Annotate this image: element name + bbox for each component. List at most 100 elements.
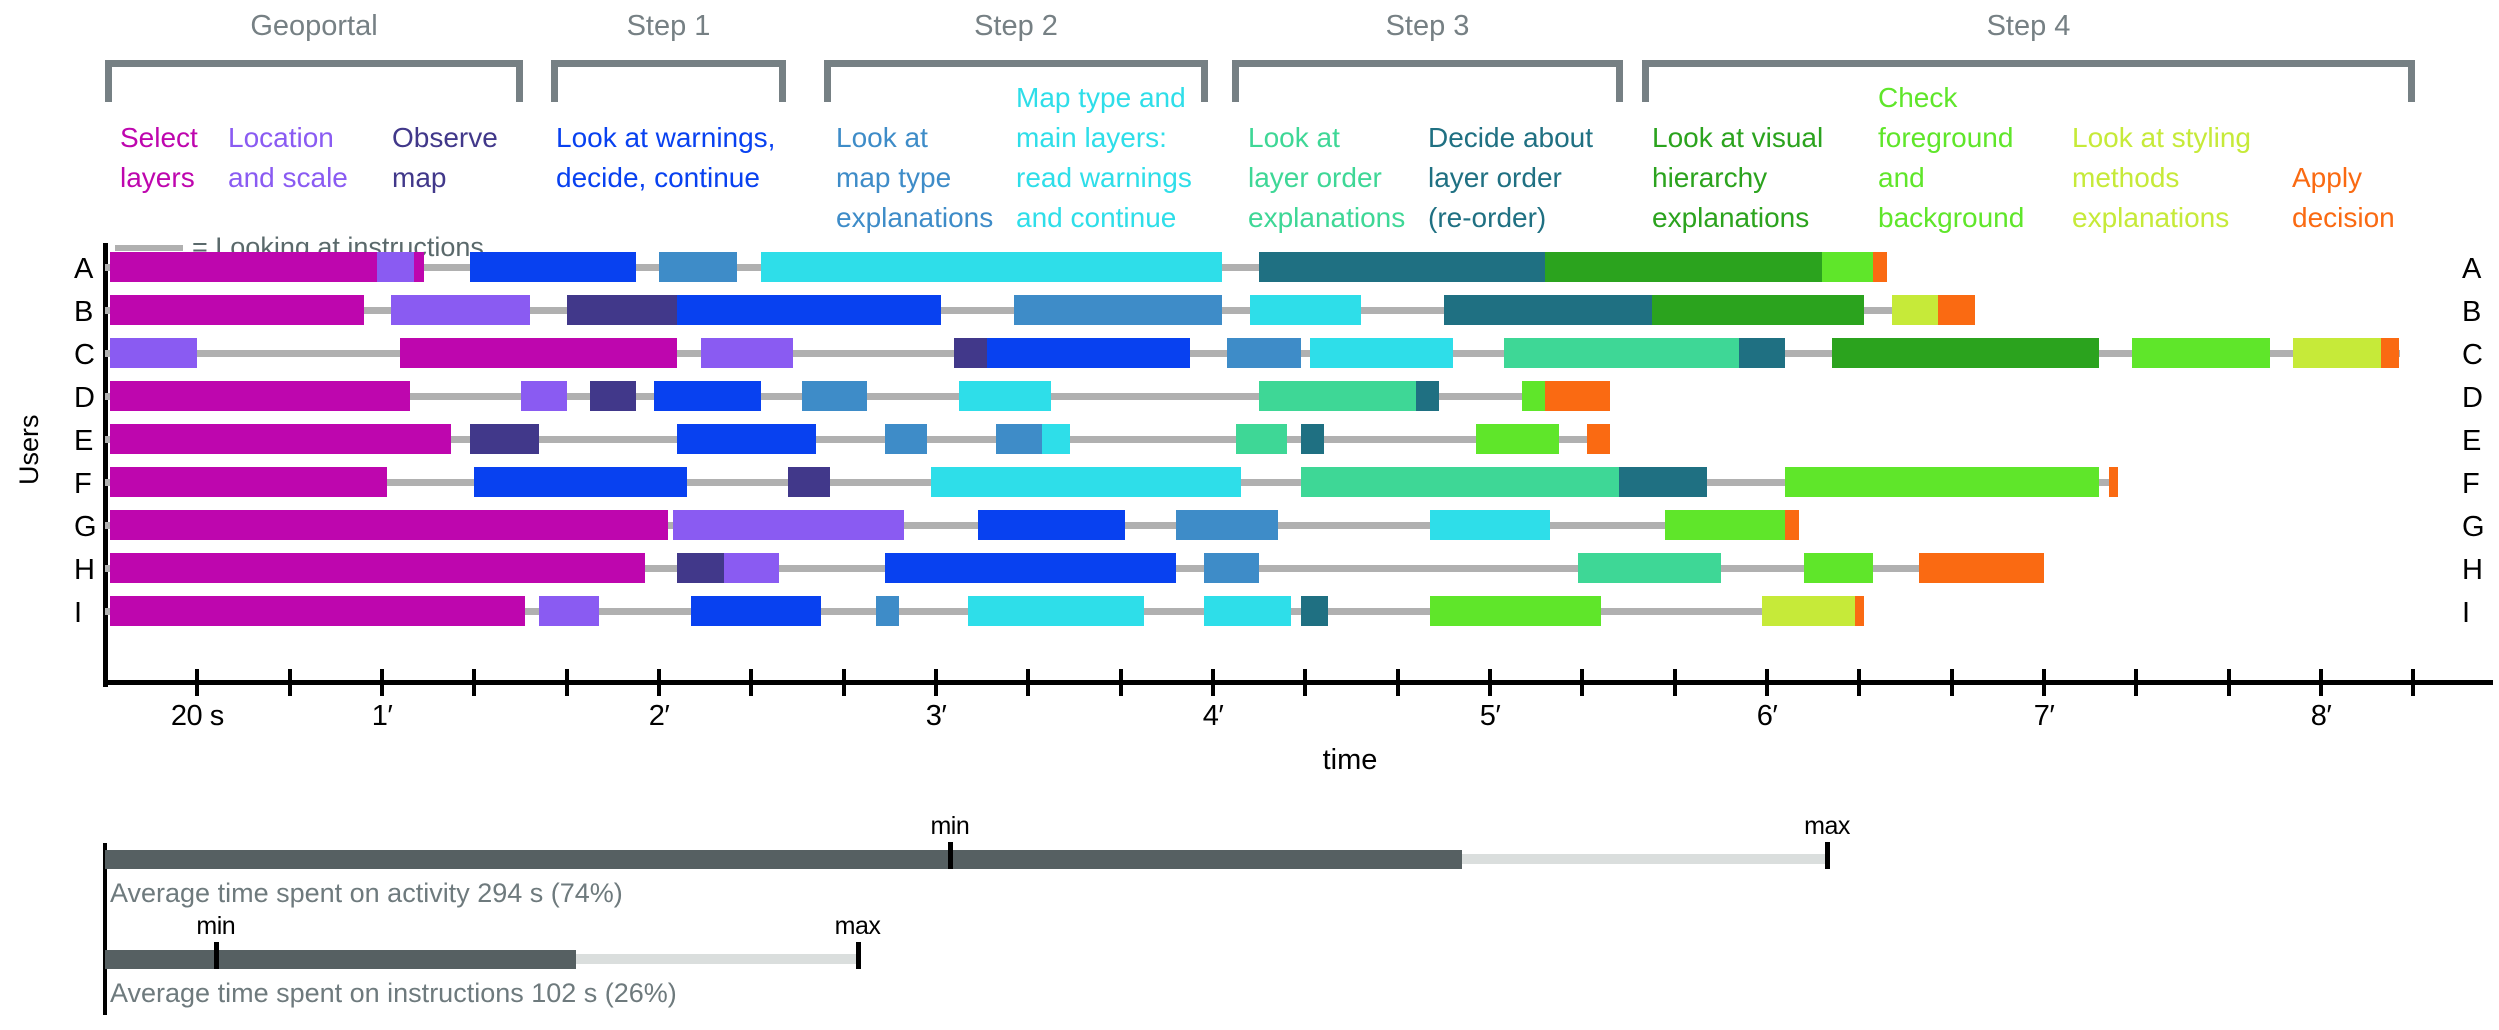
activity-segment-warnings_decide — [677, 295, 941, 325]
activity-segment-select_layers — [109, 424, 452, 454]
activity-segment-map_type_expl — [802, 381, 867, 411]
x-axis-tick — [1580, 669, 1585, 696]
activity-segment-visual_hierarchy_expl — [1651, 295, 1864, 325]
legend-item-line: methods — [2072, 162, 2180, 193]
legend-item-line: explanations — [1652, 202, 1810, 233]
x-axis-tick-label: 7′ — [2033, 700, 2055, 732]
user-label-right: D — [2462, 382, 2483, 414]
activity-segment-map_type_expl — [885, 424, 927, 454]
summary-activity-label: Average time spent on activity 294 s (74… — [110, 878, 623, 908]
legend-item-line: Apply — [2292, 162, 2363, 193]
x-axis-tick — [841, 669, 846, 696]
activity-segment-location_scale — [391, 295, 530, 325]
legend-item-line: Look at warnings, — [556, 122, 776, 153]
activity-segment-map_type_warnings — [1249, 295, 1361, 325]
user-label-right: F — [2462, 468, 2480, 500]
activity-segment-select_layers — [109, 381, 410, 411]
activity-segment-map_type_warnings — [959, 381, 1052, 411]
summary-min-label: min — [196, 912, 236, 940]
activity-segment-apply_decision — [1854, 596, 1864, 626]
legend-item-line: read warnings — [1016, 162, 1192, 193]
activity-segment-select_layers — [109, 553, 646, 583]
legend-item-location_scale: Location and scale — [228, 118, 348, 198]
step-group-label: Geoportal — [250, 10, 378, 42]
x-axis-tick — [1211, 669, 1215, 696]
step-bracket-line — [1642, 60, 2415, 67]
activity-segment-decide_layer_order — [1619, 467, 1707, 497]
x-axis-tick — [2042, 669, 2046, 696]
user-label-left: I — [74, 597, 82, 629]
legend-item-warnings_decide: Look at warnings, decide, continue — [556, 118, 775, 198]
x-axis-tick — [2319, 669, 2324, 696]
activity-segment-map_type_warnings — [1203, 596, 1292, 626]
step-bracket-leg — [105, 60, 112, 102]
user-label-left: H — [74, 554, 95, 586]
summary-max-tick — [1825, 842, 1831, 869]
legend-item-line: Select — [120, 122, 198, 153]
activity-segment-map_type_warnings — [1309, 338, 1454, 368]
activity-segment-styling_methods_expl — [2293, 338, 2382, 368]
legend-item-line: layer order — [1428, 162, 1562, 193]
x-axis-tick — [1488, 669, 1492, 696]
user-label-left: A — [74, 253, 93, 285]
activity-segment-warnings_decide — [885, 553, 1177, 583]
activity-segment-visual_hierarchy_expl — [1831, 338, 2100, 368]
activity-segment-styling_methods_expl — [1891, 295, 1938, 325]
step-bracket-line — [551, 60, 786, 67]
activity-segment-warnings_decide — [691, 596, 821, 626]
x-axis-tick — [1765, 669, 1769, 696]
activity-segment-select_layers — [109, 467, 387, 497]
legend-item-map_type_expl: Look at map type explanations — [836, 118, 993, 238]
activity-segment-apply_decision — [1586, 424, 1611, 454]
activity-segment-decide_layer_order — [1416, 381, 1440, 411]
activity-segment-check_fg_bg — [1785, 467, 2100, 497]
activity-segment-map_type_warnings — [931, 467, 1241, 497]
legend-item-line: and — [1878, 162, 1925, 193]
step-bracket-leg — [1642, 60, 1649, 102]
user-label-right: C — [2462, 339, 2483, 371]
legend-item-styling_methods_expl: Look at styling methods explanations — [2072, 118, 2251, 238]
x-axis-line — [103, 680, 2493, 685]
activity-segment-check_fg_bg — [2131, 338, 2271, 368]
activity-segment-styling_methods_expl — [1762, 596, 1855, 626]
activity-segment-map_type_expl — [996, 424, 1043, 454]
activity-segment-check_fg_bg — [1803, 553, 1874, 583]
activity-segment-apply_decision — [1545, 381, 1611, 411]
summary-average-bar — [105, 850, 1463, 869]
activity-segment-location_scale — [672, 510, 904, 540]
x-axis-tick-label: 20 s — [170, 700, 224, 732]
activity-segment-select_layers — [400, 338, 678, 368]
activity-segment-select_layers — [414, 252, 424, 282]
summary-instructions-label: Average time spent on instructions 102 s… — [110, 978, 677, 1008]
activity-segment-check_fg_bg — [1522, 381, 1546, 411]
activity-segment-decide_layer_order — [1300, 596, 1329, 626]
x-axis-tick-label: 8′ — [2310, 700, 2332, 732]
step-bracket-leg — [779, 60, 786, 102]
x-axis-tick — [1857, 669, 1862, 696]
activity-segment-location_scale — [377, 252, 415, 282]
x-axis-tick-label: 3′ — [925, 700, 947, 732]
activity-segment-warnings_decide — [474, 467, 687, 497]
legend-item-layer_order_expl: Look at layer order explanations — [1248, 118, 1405, 238]
activity-segment-location_scale — [538, 596, 599, 626]
legend-item-line: Look at styling — [2072, 122, 2251, 153]
x-axis-tick — [195, 669, 200, 696]
activity-segment-select_layers — [109, 252, 378, 282]
legend-item-map_type_warnings: Map type and main layers: read warnings and… — [1016, 78, 1192, 238]
activity-segment-select_layers — [109, 295, 364, 325]
x-axis-tick — [564, 669, 569, 696]
legend-item-line: explanations — [2072, 202, 2230, 233]
user-label-right: I — [2462, 597, 2470, 629]
activity-segment-warnings_decide — [977, 510, 1126, 540]
legend-item-line: Location — [228, 122, 334, 153]
legend-item-line: layer order — [1248, 162, 1382, 193]
activity-segment-visual_hierarchy_expl — [1545, 252, 1823, 282]
activity-segment-observe_map — [589, 381, 636, 411]
activity-segment-map_type_expl — [659, 252, 738, 282]
x-axis-tick — [2134, 669, 2139, 696]
user-label-left: E — [74, 425, 93, 457]
x-axis-tick — [1395, 669, 1400, 696]
activity-segment-apply_decision — [1873, 252, 1888, 282]
activity-segment-map_type_expl — [1226, 338, 1301, 368]
